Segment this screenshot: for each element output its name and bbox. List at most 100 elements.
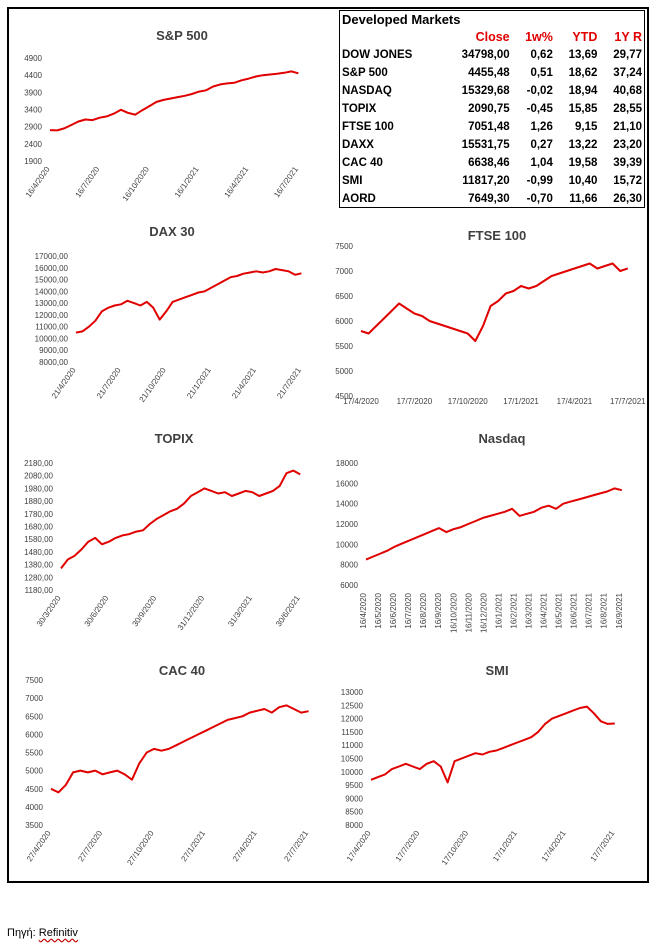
y-tick-label: 8000 bbox=[345, 821, 363, 830]
y-tick-label: 1880,00 bbox=[24, 497, 53, 506]
series-line bbox=[365, 487, 623, 561]
x-tick-label: 16/9/2021 bbox=[615, 592, 624, 628]
table-header: 1w% bbox=[525, 30, 553, 44]
y-tick-label: 11500 bbox=[341, 728, 363, 737]
x-tick-label: 16/1/2021 bbox=[173, 165, 201, 200]
table-row: AORD 7649,30 -0,70 11,66 26,30 bbox=[340, 190, 644, 208]
x-tick-label: 16/4/2020 bbox=[24, 165, 52, 200]
chart-title: Nasdaq bbox=[479, 431, 526, 446]
table-cell: 15531,75 bbox=[461, 139, 510, 151]
y-tick-label: 4400 bbox=[24, 71, 42, 80]
y-tick-label: 10000,00 bbox=[35, 334, 69, 343]
y-tick-label: 3900 bbox=[24, 88, 42, 97]
developed-markets-table: Developed Markets Close 1w% YTD 1Y R DOW… bbox=[339, 10, 645, 208]
table-row: CAC 40 6638,46 1,04 19,58 39,39 bbox=[340, 154, 644, 172]
table-cell: 34798,00 bbox=[461, 49, 510, 61]
x-tick-label: 21/1/2021 bbox=[185, 366, 213, 401]
y-tick-label: 8000 bbox=[340, 561, 358, 570]
x-tick-label: 16/1/2021 bbox=[494, 592, 503, 628]
y-tick-label: 10500 bbox=[341, 755, 364, 764]
x-tick-label: 16/7/2020 bbox=[74, 165, 102, 200]
x-tick-label: 17/1/2021 bbox=[503, 397, 539, 406]
x-tick-label: 27/4/2020 bbox=[25, 829, 53, 864]
table-cell: 26,30 bbox=[613, 193, 642, 205]
y-tick-label: 17000,00 bbox=[35, 252, 69, 261]
y-tick-label: 2400 bbox=[24, 140, 42, 149]
x-tick-label: 16/4/2020 bbox=[359, 592, 368, 628]
table-header: YTD bbox=[572, 30, 598, 44]
table-cell: 15329,68 bbox=[461, 85, 510, 97]
y-tick-label: 9000,00 bbox=[39, 346, 68, 355]
row-label: CAC 40 bbox=[342, 157, 383, 169]
row-label: SMI bbox=[342, 175, 363, 187]
table-cell: 11,66 bbox=[569, 193, 598, 205]
table-row: DAXX 15531,75 0,27 13,22 23,20 bbox=[340, 136, 644, 154]
x-tick-label: 21/4/2021 bbox=[230, 366, 258, 401]
table-cell: 28,55 bbox=[613, 103, 642, 115]
cac-chart: CAC 40 3500 4000 4500 5000 5500 6000 6500 7000 75… bbox=[12, 655, 330, 880]
y-tick-label: 14000,00 bbox=[35, 287, 69, 296]
x-tick-label: 30/6/2021 bbox=[274, 594, 302, 629]
y-tick-label: 18000 bbox=[336, 459, 359, 468]
y-tick-label: 16000,00 bbox=[35, 264, 69, 273]
y-tick-label: 5000 bbox=[335, 367, 353, 376]
y-tick-label: 2900 bbox=[24, 123, 42, 132]
x-tick-label: 27/7/2020 bbox=[76, 829, 104, 864]
x-tick-label: 17/4/2021 bbox=[540, 829, 568, 864]
y-tick-label: 12500 bbox=[341, 701, 364, 710]
y-tick-label: 1900 bbox=[24, 157, 42, 166]
table-cell: 2090,75 bbox=[468, 103, 510, 115]
y-tick-label: 15000,00 bbox=[35, 276, 69, 285]
x-tick-label: 17/10/2020 bbox=[448, 397, 489, 406]
x-tick-label: 31/12/2020 bbox=[176, 594, 207, 632]
table-cell: 1,04 bbox=[530, 157, 553, 169]
y-tick-label: 10000 bbox=[341, 768, 364, 777]
y-tick-label: 16000 bbox=[336, 479, 359, 488]
table-cell: 6638,46 bbox=[468, 157, 510, 169]
x-tick-label: 17/4/2021 bbox=[557, 397, 593, 406]
table-cell: 29,77 bbox=[613, 49, 642, 61]
table-row: DOW JONES 34798,00 0,62 13,69 29,77 bbox=[340, 46, 644, 64]
row-label: NASDAQ bbox=[342, 85, 392, 97]
y-tick-label: 7500 bbox=[335, 242, 353, 251]
table-header bbox=[340, 28, 441, 46]
y-tick-label: 1680,00 bbox=[24, 523, 53, 532]
y-tick-label: 6000 bbox=[340, 581, 358, 590]
x-tick-label: 16/7/2021 bbox=[272, 165, 300, 200]
x-tick-label: 17/1/2021 bbox=[491, 829, 519, 864]
x-tick-label: 21/7/2021 bbox=[275, 366, 303, 401]
sp500-chart: S&P 500 1900 2400 2900 3400 3900 4400 4900 16/4/… bbox=[12, 18, 330, 213]
x-tick-label: 16/4/2021 bbox=[540, 592, 549, 628]
x-tick-label: 27/1/2021 bbox=[179, 829, 207, 864]
table-cell: 19,58 bbox=[568, 157, 598, 169]
y-tick-label: 4500 bbox=[335, 392, 353, 401]
table-cell: 10,40 bbox=[568, 175, 598, 187]
y-tick-label: 7000 bbox=[25, 694, 43, 703]
x-tick-label: 16/10/2020 bbox=[449, 592, 458, 633]
chart-title: CAC 40 bbox=[159, 663, 205, 678]
y-tick-label: 6000 bbox=[25, 730, 43, 739]
y-tick-label: 7000 bbox=[335, 267, 353, 276]
y-tick-label: 12000 bbox=[341, 715, 364, 724]
y-tick-label: 6000 bbox=[335, 317, 353, 326]
table-cell: 13,69 bbox=[568, 49, 598, 61]
x-tick-label: 16/3/2021 bbox=[524, 592, 533, 628]
y-tick-label: 1980,00 bbox=[24, 484, 53, 493]
x-tick-label: 17/7/2020 bbox=[394, 829, 422, 864]
table-cell: 37,24 bbox=[613, 67, 642, 79]
x-tick-label: 16/2/2021 bbox=[509, 592, 518, 628]
table-cell: -0,02 bbox=[526, 85, 553, 97]
row-label: S&P 500 bbox=[342, 67, 388, 79]
table-cell: 4455,48 bbox=[468, 67, 510, 79]
table-cell: 7649,30 bbox=[468, 193, 510, 205]
y-tick-label: 4000 bbox=[25, 803, 43, 812]
x-tick-label: 27/4/2021 bbox=[231, 829, 259, 864]
y-tick-label: 9500 bbox=[345, 781, 363, 790]
table-cell: 18,94 bbox=[568, 85, 598, 97]
table-cell: 11817,20 bbox=[462, 175, 510, 187]
row-label: DOW JONES bbox=[342, 49, 413, 61]
x-tick-label: 17/7/2021 bbox=[589, 829, 617, 864]
y-tick-label: 4900 bbox=[24, 54, 42, 63]
table-cell: -0,99 bbox=[526, 175, 553, 187]
x-tick-label: 16/8/2020 bbox=[419, 592, 428, 628]
